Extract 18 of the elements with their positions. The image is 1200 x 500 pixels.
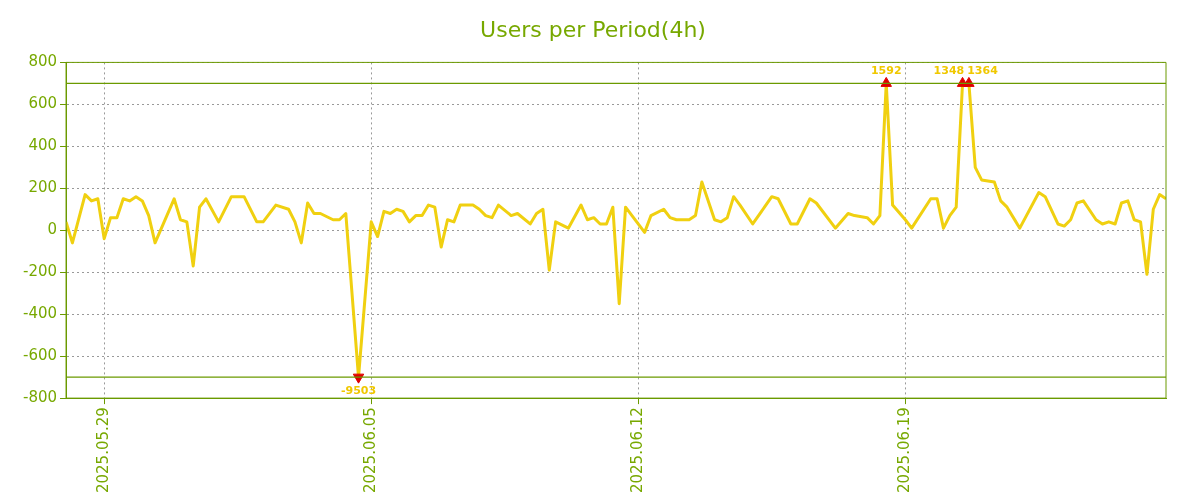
chart-title: Users per Period(4h) xyxy=(480,16,706,42)
y-tick-label: 400 xyxy=(28,136,58,155)
annotation: 1364 xyxy=(967,64,999,78)
y-tick-label: -200 xyxy=(23,262,58,281)
y-tick-label: -800 xyxy=(23,388,58,407)
y-tick-label: -600 xyxy=(23,346,58,365)
y-tick-label: 800 xyxy=(28,52,58,71)
annotation: 1592 xyxy=(870,64,902,78)
x-tick-label: 2025.06.12 xyxy=(628,407,647,494)
y-tick-label: 0 xyxy=(47,220,58,239)
x-tick-label: 2025.05.29 xyxy=(94,407,113,494)
annotation: -9503 xyxy=(340,383,377,397)
x-tick-label: 2025.06.05 xyxy=(361,407,380,494)
y-tick-label: -400 xyxy=(23,304,58,323)
y-tick-label: 200 xyxy=(28,178,58,197)
x-tick-label: 2025.06.19 xyxy=(895,407,914,494)
annotation: 1348 xyxy=(933,64,965,78)
y-tick-label: 600 xyxy=(28,94,58,113)
